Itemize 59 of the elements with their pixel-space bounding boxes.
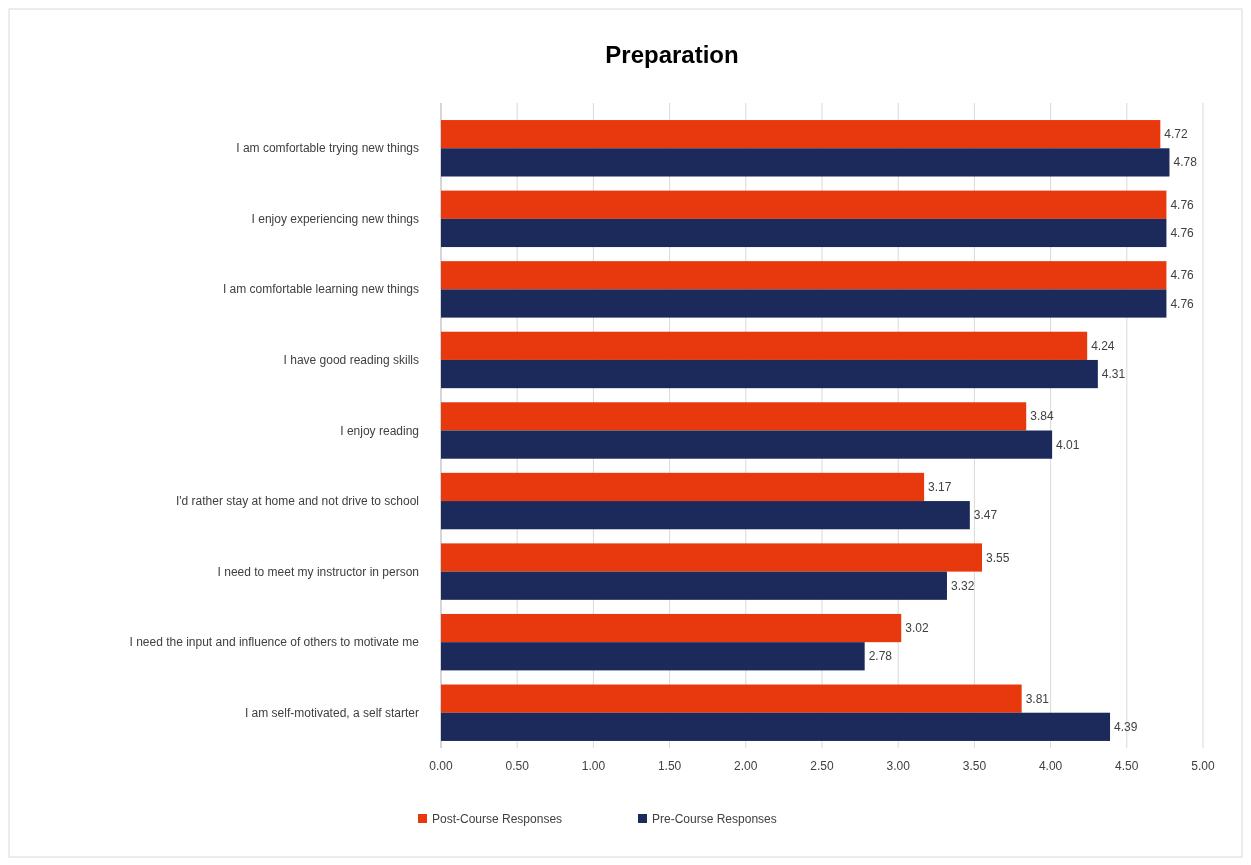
bar	[441, 501, 970, 530]
y-tick-label: I need the input and influence of others to motivate me	[129, 635, 420, 650]
y-tick-label: I have good reading skills	[283, 352, 419, 367]
bar	[441, 289, 1167, 318]
bar	[441, 331, 1088, 360]
y-tick-label: I am comfortable learning new things	[222, 282, 419, 297]
data-label: 4.39	[1114, 719, 1138, 734]
data-label: 4.76	[1170, 197, 1195, 212]
y-tick-label: I enjoy reading	[340, 423, 419, 438]
x-tick-label: 4.00	[1038, 759, 1063, 773]
data-label: 3.81	[1025, 691, 1050, 706]
x-tick-label: 2.00	[734, 759, 758, 773]
bar	[441, 571, 947, 600]
bar	[441, 402, 1027, 431]
y-tick-label: I am self-motivated, a self starter	[244, 705, 419, 720]
bar	[441, 120, 1161, 149]
data-label: 4.24	[1091, 338, 1115, 353]
data-label: 4.76	[1170, 225, 1195, 240]
y-tick-label: I am comfortable trying new things	[236, 141, 419, 156]
bar	[441, 430, 1053, 459]
data-label: 4.01	[1056, 437, 1080, 452]
data-label: 2.78	[868, 649, 893, 664]
bar	[441, 472, 925, 502]
x-tick-label: 1.50	[657, 759, 682, 773]
x-tick-label: 3.50	[962, 759, 987, 773]
x-tick-label: 0.50	[505, 759, 530, 773]
bar	[441, 148, 1170, 177]
x-tick-label: 1.00	[581, 759, 606, 773]
x-tick-label: 3.00	[886, 759, 911, 773]
data-label: 3.55	[986, 550, 1010, 565]
data-label: 3.17	[928, 479, 952, 494]
x-tick-label: 5.00	[1191, 759, 1215, 773]
data-label: 4.72	[1164, 127, 1189, 142]
bar	[441, 359, 1098, 389]
data-label: 3.32	[950, 578, 975, 593]
x-tick-label: 4.50	[1115, 759, 1139, 773]
chart-title: Preparation	[605, 41, 739, 68]
data-label: 3.02	[905, 621, 929, 636]
data-label: 4.76	[1170, 268, 1195, 283]
bar	[441, 190, 1167, 219]
y-tick-label: I need to meet my instructor in person	[217, 564, 419, 579]
x-tick-label: 0.00	[429, 759, 453, 773]
data-label: 4.31	[1101, 367, 1126, 382]
data-label: 3.47	[973, 508, 998, 523]
legend-label: Pre-Course Responses	[652, 812, 777, 826]
data-label: 4.78	[1173, 155, 1198, 170]
bar	[441, 642, 865, 671]
data-label: 3.84	[1030, 409, 1054, 424]
bar	[441, 712, 1111, 741]
bar	[441, 261, 1167, 290]
bar	[441, 543, 983, 572]
bar	[441, 613, 902, 643]
x-tick-label: 2.50	[810, 759, 834, 773]
bar	[441, 218, 1167, 248]
y-tick-label: I enjoy experiencing new things	[251, 211, 419, 226]
data-label: 4.76	[1170, 296, 1195, 311]
bar	[441, 684, 1022, 713]
y-tick-label: I'd rather stay at home and not drive to school	[175, 494, 419, 509]
legend-label: Post-Course Responses	[432, 812, 563, 826]
